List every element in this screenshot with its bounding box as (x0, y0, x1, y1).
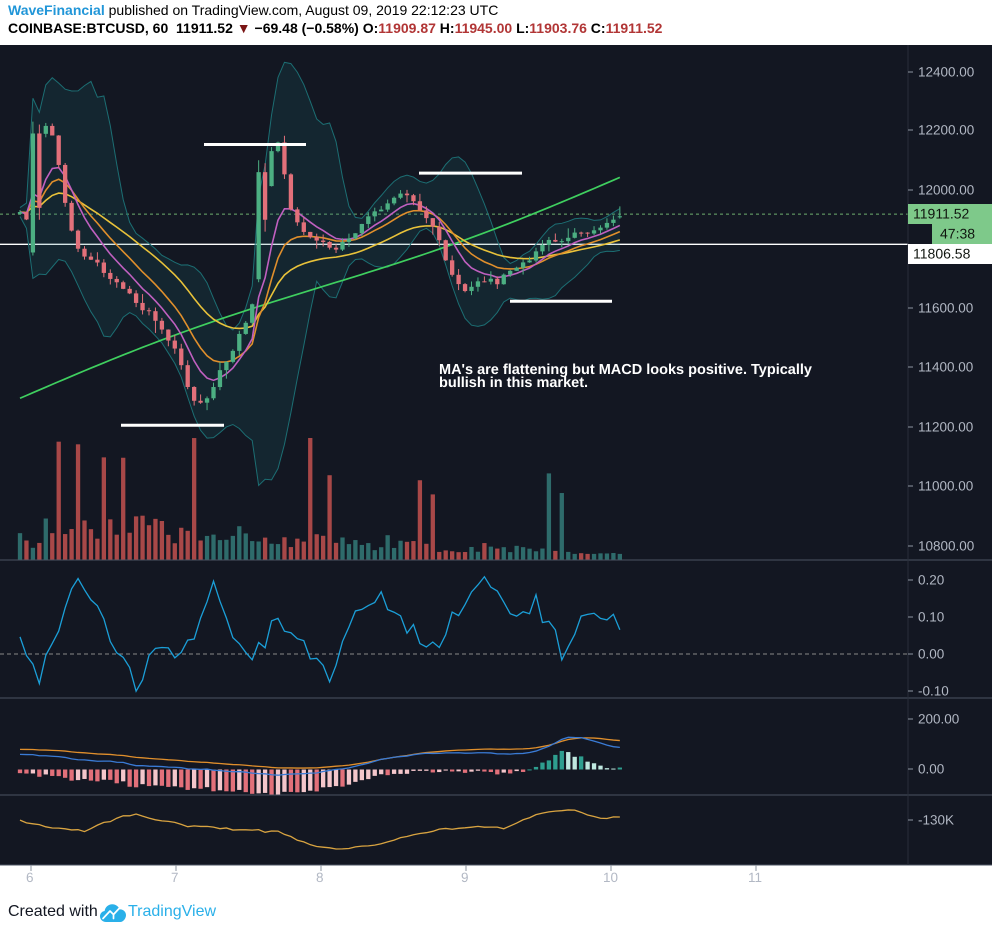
svg-text:12400.00: 12400.00 (918, 65, 974, 80)
svg-text:200.00: 200.00 (918, 712, 959, 727)
svg-text:12200.00: 12200.00 (918, 123, 974, 138)
svg-text:8: 8 (316, 870, 324, 885)
svg-text:11911.52: 11911.52 (913, 206, 970, 222)
svg-text:11400.00: 11400.00 (918, 360, 973, 375)
svg-text:11200.00: 11200.00 (918, 420, 973, 435)
svg-text:11: 11 (748, 870, 762, 885)
svg-text:0.00: 0.00 (918, 762, 944, 777)
svg-text:47:38: 47:38 (940, 226, 975, 242)
svg-text:10800.00: 10800.00 (918, 539, 974, 554)
svg-text:0.00: 0.00 (918, 647, 944, 662)
svg-text:12000.00: 12000.00 (918, 183, 974, 198)
svg-text:-130K: -130K (918, 813, 954, 828)
svg-text:11000.00: 11000.00 (918, 479, 973, 494)
svg-text:6: 6 (26, 870, 34, 885)
svg-text:-0.10: -0.10 (918, 684, 949, 699)
svg-text:10: 10 (603, 870, 618, 885)
svg-text:0.10: 0.10 (918, 610, 944, 625)
svg-text:7: 7 (171, 870, 179, 885)
svg-text:11600.00: 11600.00 (918, 301, 973, 316)
svg-text:9: 9 (461, 870, 469, 885)
svg-text:11806.58: 11806.58 (913, 246, 971, 262)
svg-text:0.20: 0.20 (918, 573, 944, 588)
svg-text:bullish in this market.: bullish in this market. (439, 375, 588, 391)
